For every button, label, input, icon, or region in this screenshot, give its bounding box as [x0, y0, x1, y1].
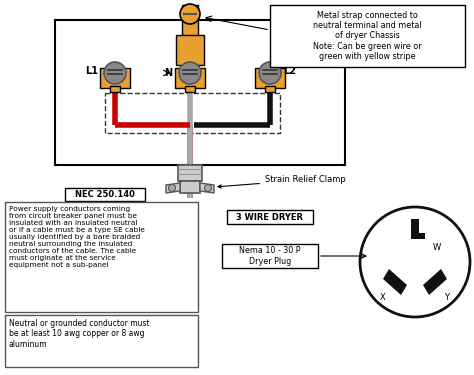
- Bar: [222, 244, 318, 268]
- Bar: [270, 5, 465, 67]
- Text: Power supply conductors coming
from circuit breaker panel must be
insulated with: Power supply conductors coming from circ…: [9, 206, 145, 268]
- Bar: [176, 35, 204, 65]
- Text: Y: Y: [445, 292, 449, 302]
- Polygon shape: [166, 183, 180, 193]
- Circle shape: [168, 184, 175, 192]
- Text: L1: L1: [85, 66, 99, 76]
- Text: W: W: [433, 243, 441, 252]
- Text: NEC 250.140: NEC 250.140: [75, 190, 135, 199]
- Circle shape: [179, 62, 201, 84]
- Polygon shape: [200, 183, 214, 193]
- Bar: [255, 68, 285, 88]
- Circle shape: [204, 184, 211, 192]
- Text: L2: L2: [283, 66, 297, 76]
- Bar: [5, 315, 198, 367]
- Bar: [5, 202, 198, 312]
- Bar: [182, 5, 198, 55]
- Bar: [110, 86, 120, 92]
- Text: Neutral or grounded conductor must
be at least 10 awg copper or 8 awg
aluminum: Neutral or grounded conductor must be at…: [9, 319, 150, 349]
- Bar: [105, 93, 280, 133]
- Bar: [178, 165, 202, 181]
- Bar: [265, 86, 275, 92]
- Text: N: N: [164, 68, 172, 78]
- Bar: [185, 86, 195, 92]
- Circle shape: [104, 62, 126, 84]
- Bar: [180, 181, 200, 193]
- Text: Metal strap connected to
neutral terminal and metal
of dryer Chassis
Note: Can b: Metal strap connected to neutral termina…: [313, 11, 422, 61]
- Text: 3 WIRE DRYER: 3 WIRE DRYER: [237, 213, 303, 222]
- Bar: [55, 20, 345, 165]
- Polygon shape: [383, 269, 407, 295]
- Text: X: X: [380, 292, 386, 302]
- Text: Nema 10 - 30 P
Dryer Plug: Nema 10 - 30 P Dryer Plug: [239, 246, 301, 266]
- Text: Strain Relief Clamp: Strain Relief Clamp: [218, 176, 346, 188]
- Polygon shape: [423, 269, 447, 295]
- Bar: [100, 68, 130, 88]
- Polygon shape: [411, 219, 425, 239]
- Circle shape: [180, 4, 200, 24]
- Circle shape: [360, 207, 470, 317]
- Circle shape: [259, 62, 281, 84]
- Bar: [65, 188, 145, 201]
- Bar: [175, 68, 205, 88]
- Bar: [227, 210, 313, 224]
